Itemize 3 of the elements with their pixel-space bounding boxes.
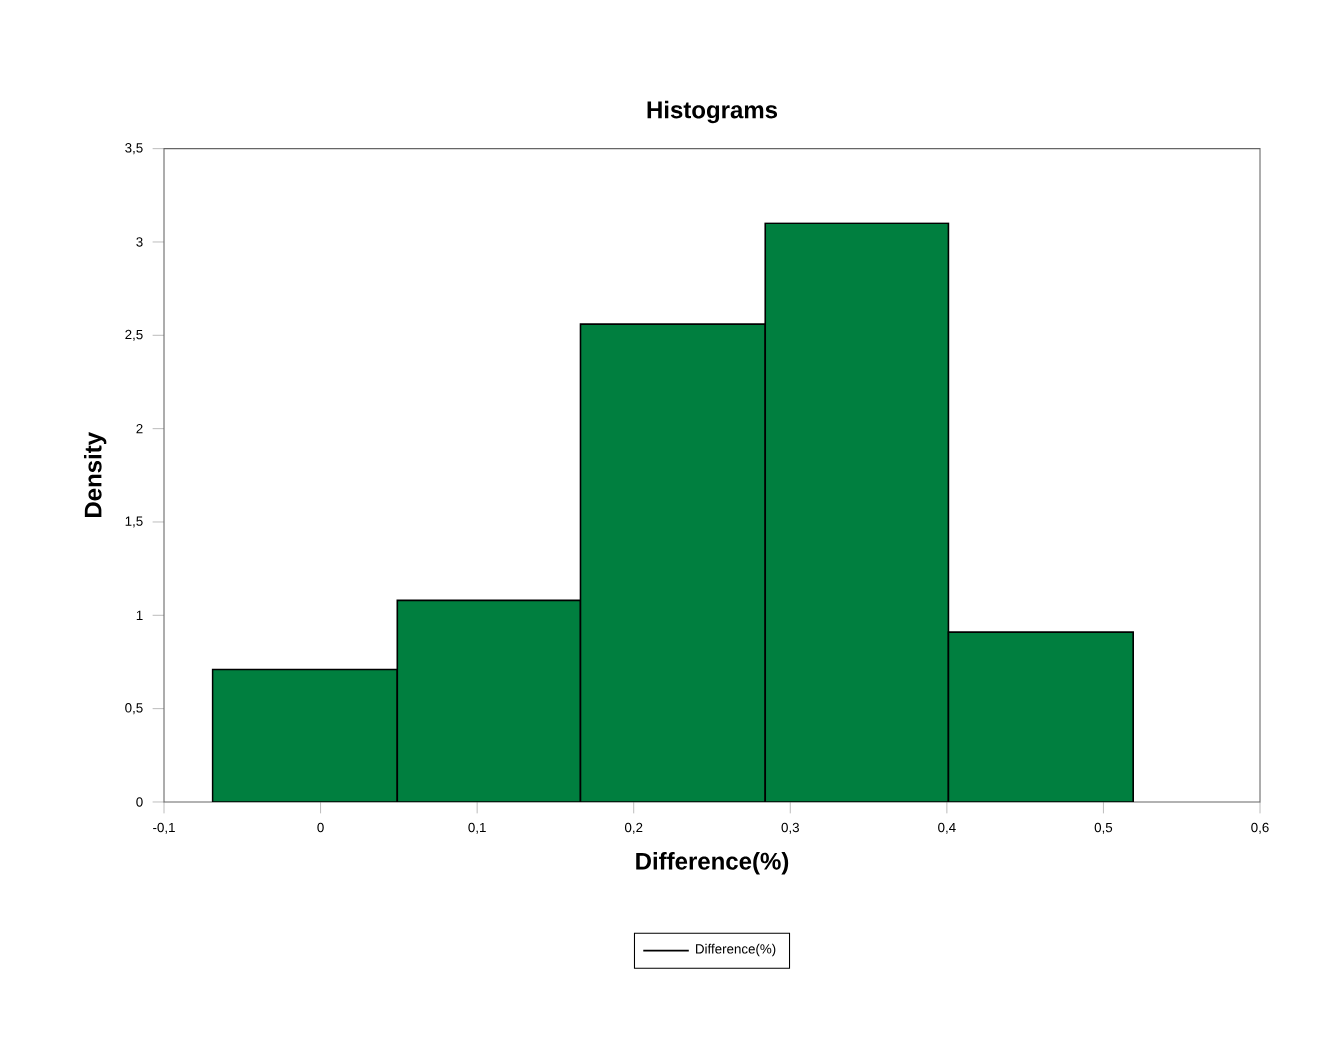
chart-title: Histograms bbox=[647, 100, 778, 124]
x-axis-title: Difference(%) bbox=[636, 852, 789, 875]
y-axis-title: Density bbox=[83, 432, 107, 518]
